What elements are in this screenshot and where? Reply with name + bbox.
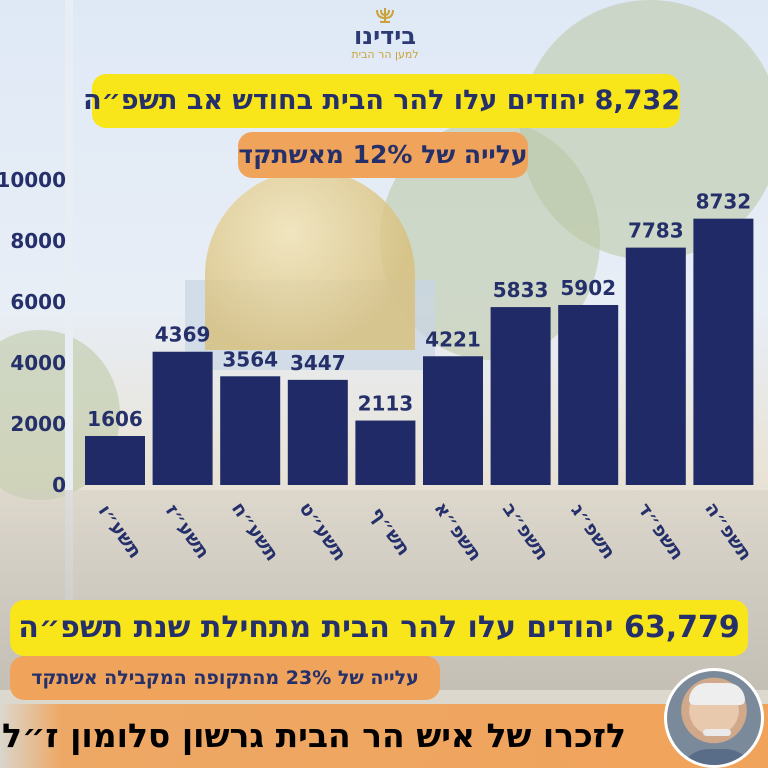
bar xyxy=(355,420,416,485)
bar xyxy=(423,356,483,485)
portrait-photo xyxy=(664,668,764,768)
summary-sub-banner: עלייה של 23% מהתקופה המקבילה אשתקד xyxy=(10,656,440,700)
bar-value-label: 2113 xyxy=(358,392,414,416)
bar-value-label: 8732 xyxy=(696,190,752,214)
x-tick-label: תש״ף xyxy=(366,503,415,560)
bar xyxy=(625,247,686,485)
bar xyxy=(490,307,551,485)
logo-name: בידינו xyxy=(354,22,416,50)
bar-value-label: 4221 xyxy=(425,327,481,351)
x-tick-label: תשפ״ה xyxy=(700,498,756,565)
y-tick-label: 4000 xyxy=(10,351,66,375)
dedication-banner: לזכרו של איש הר הבית גרשון סלומון ז״ל xyxy=(0,704,768,768)
x-tick-label: תשע״ז xyxy=(161,500,214,563)
bar-value-label: 3564 xyxy=(222,347,278,371)
bar-value-label: 4369 xyxy=(155,323,211,347)
x-tick-label: תשפ״ב xyxy=(498,499,553,565)
y-tick-label: 2000 xyxy=(10,412,66,436)
bar-value-label: 5833 xyxy=(493,278,549,302)
bar xyxy=(152,351,213,485)
bars xyxy=(85,218,754,485)
y-tick-label: 10000 xyxy=(0,168,66,192)
x-tick-label: תשע״ט xyxy=(295,498,351,565)
headline-banner: 8,732 יהודים עלו להר הבית בחודש אב תשפ״ה xyxy=(83,74,680,128)
x-tick-label: תשפ״ד xyxy=(633,499,688,564)
x-tick-label: תשע״ח xyxy=(227,498,283,565)
bar xyxy=(693,218,754,485)
y-tick-label: 0 xyxy=(52,473,66,497)
x-tick-label: תשע״ו xyxy=(94,501,146,563)
menorah-icon xyxy=(376,8,394,23)
bar xyxy=(85,436,145,485)
bar xyxy=(558,304,619,485)
y-axis: 0 2000 4000 6000 8000 10000 xyxy=(0,168,66,497)
bar xyxy=(220,376,281,485)
x-tick-label: תשפ״א xyxy=(430,498,487,566)
y-tick-label: 6000 xyxy=(10,290,66,314)
x-axis: תשע״ו תשע״ז תשע״ח תשע״ט תש״ף תשפ״א תשפ״ב תשפ״ג ת… xyxy=(94,498,757,566)
bar-value-label: 7783 xyxy=(628,219,684,243)
bar xyxy=(287,379,348,485)
x-tick-label: תשפ״ג xyxy=(566,500,620,563)
value-labels: 1606 4369 3564 3447 2113 4221 5833 5902 7783 8732 xyxy=(87,190,751,431)
dedication-text: לזכרו של איש הר הבית גרשון סלומון ז״ל xyxy=(2,716,626,755)
brand-logo: בידינו למען הר הבית xyxy=(330,6,440,72)
summary-banner: 63,779 יהודים עלו להר הבית מתחילת שנת תש… xyxy=(10,600,748,656)
bar-value-label: 3447 xyxy=(290,351,346,375)
bar-value-label: 1606 xyxy=(87,407,143,431)
logo-tagline: למען הר הבית xyxy=(351,48,419,61)
y-tick-label: 8000 xyxy=(10,229,66,253)
headline-sub-banner: עלייה של 12% מאשתקד xyxy=(238,132,528,178)
bar-value-label: 5902 xyxy=(560,276,616,300)
